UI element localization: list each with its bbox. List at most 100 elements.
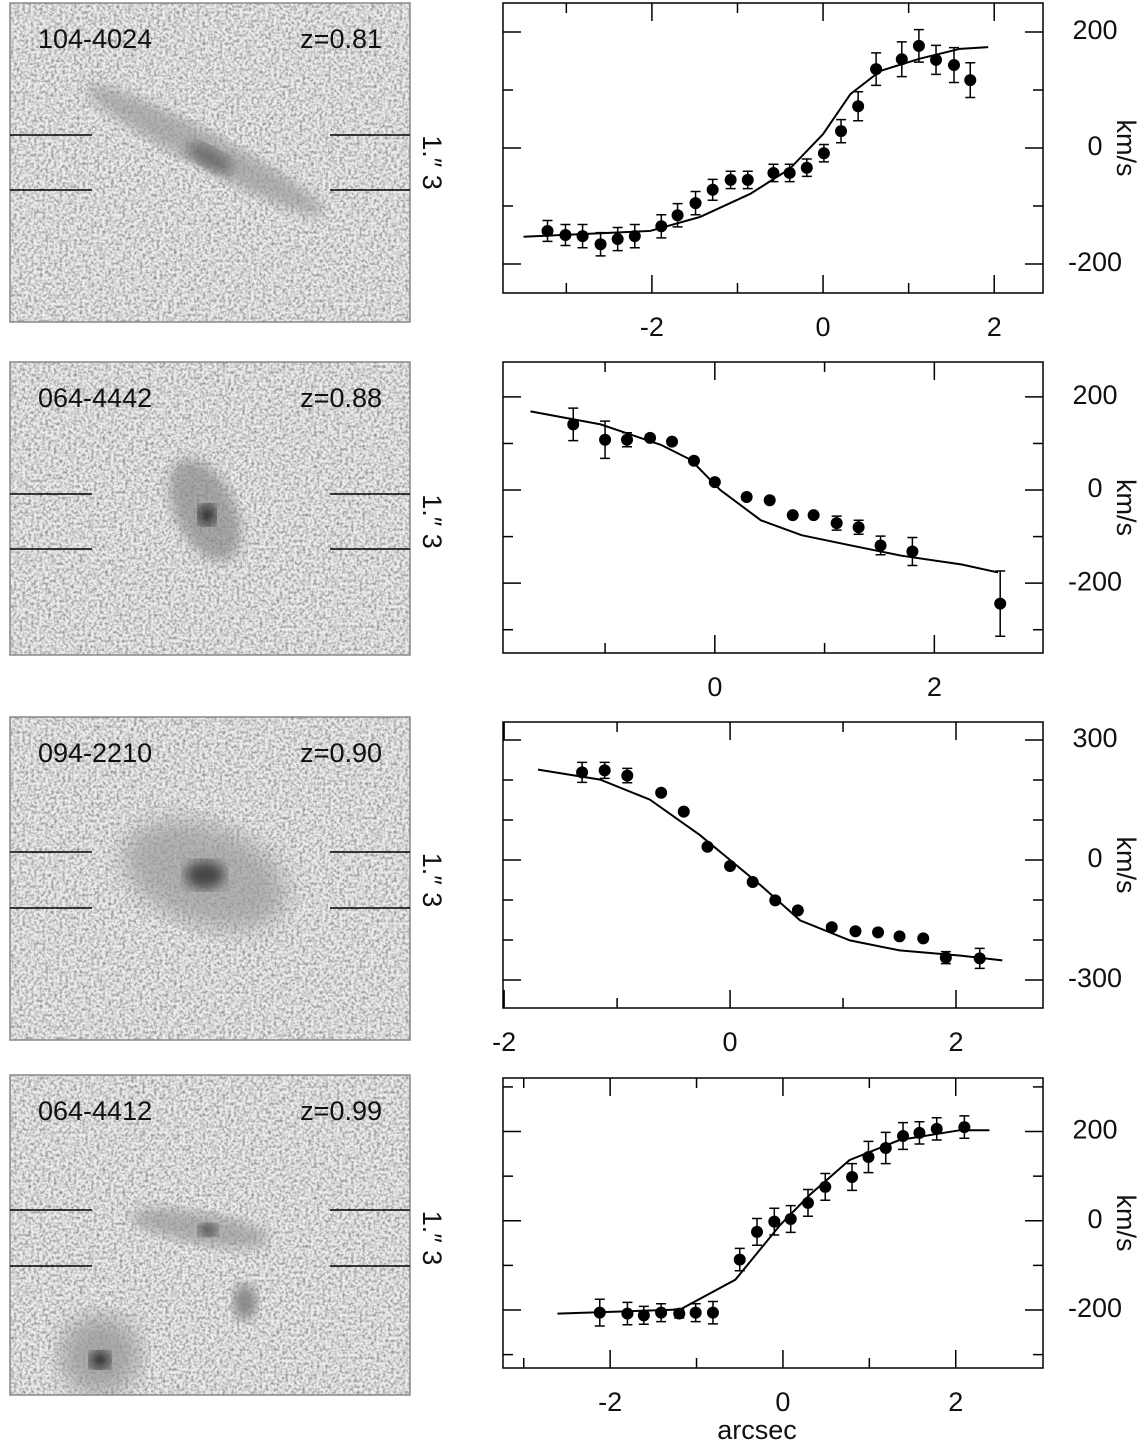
data-point: [593, 1306, 606, 1319]
data-point: [769, 894, 782, 907]
data-point: [768, 1215, 781, 1228]
plot-frame: [502, 2, 1044, 294]
data-point: [689, 197, 702, 210]
data-point: [872, 926, 885, 939]
x-tick-label: 0: [775, 1387, 790, 1417]
data-point: [559, 229, 572, 241]
data-point: [994, 597, 1007, 610]
galaxy-image: [10, 717, 410, 1040]
rotation-curve-plot: -2 0 2 -200 0 200 km/s arcsec: [502, 1077, 1141, 1445]
x-tick-label: 2: [948, 1027, 963, 1057]
data-point: [706, 1306, 719, 1319]
data-point: [825, 921, 838, 934]
data-point: [852, 100, 865, 113]
data-point: [801, 1196, 814, 1209]
galaxy-id: 064-4412: [38, 1096, 152, 1126]
y-tick-label: 0: [1087, 473, 1102, 503]
y-axis-label: km/s: [1111, 1195, 1141, 1252]
data-point: [783, 166, 796, 179]
plot-frame: [502, 1077, 1044, 1369]
y-tick-label: 200: [1072, 15, 1117, 45]
data-point: [576, 766, 589, 779]
redshift: z=0.88: [300, 383, 382, 413]
data-point: [846, 1171, 859, 1184]
image-frame: [9, 1074, 411, 1396]
data-point: [740, 491, 753, 504]
plot-frame: [502, 361, 1044, 654]
galaxy-id: 094-2210: [38, 738, 152, 768]
data-point: [724, 860, 737, 872]
y-axis-label: km/s: [1111, 479, 1141, 536]
data-point: [671, 209, 684, 222]
data-point: [599, 433, 612, 446]
data-point: [939, 951, 952, 964]
data-point: [874, 539, 887, 552]
data-point: [791, 904, 804, 917]
data-point: [930, 53, 943, 66]
galaxy-id: 064-4442: [38, 383, 152, 413]
data-point: [751, 1225, 764, 1238]
data-point: [655, 220, 668, 233]
galaxy-image: [10, 3, 410, 322]
data-point: [611, 233, 624, 246]
y-tick-label: 200: [1072, 380, 1117, 410]
data-point: [852, 521, 865, 534]
data-point: [964, 74, 977, 87]
data-point: [621, 433, 634, 446]
y-axis-label: km/s: [1111, 837, 1141, 894]
data-point: [644, 431, 657, 444]
data-point: [893, 930, 906, 943]
x-tick-label: 2: [948, 1387, 963, 1417]
data-point: [628, 230, 641, 243]
plot-frame: [502, 721, 1044, 1009]
x-tick-label: -2: [640, 312, 664, 342]
data-point: [930, 1122, 943, 1135]
galaxy-image: [10, 362, 410, 655]
data-point: [687, 454, 700, 467]
data-point: [973, 952, 986, 965]
x-tick-label: 2: [927, 672, 942, 702]
data-point: [598, 764, 611, 777]
data-point: [576, 230, 589, 243]
data-point: [724, 173, 737, 186]
image-frame: [9, 716, 411, 1041]
data-point: [621, 769, 634, 782]
data-point: [767, 166, 780, 179]
data-point: [677, 805, 690, 818]
data-point: [701, 840, 714, 853]
galaxy-id: 104-4024: [38, 24, 152, 54]
data-point: [849, 925, 862, 938]
x-tick-label: 2: [987, 312, 1002, 342]
data-point: [784, 1212, 797, 1225]
data-point: [958, 1121, 971, 1134]
angular-scale: 1.″ 3: [417, 1211, 447, 1266]
data-point: [895, 53, 908, 66]
y-tick-label: -200: [1068, 566, 1122, 596]
data-point: [835, 125, 848, 138]
x-tick-label: -2: [492, 1027, 516, 1057]
data-point: [666, 435, 679, 448]
data-point: [763, 494, 776, 507]
data-point: [817, 147, 830, 160]
angular-scale: 1.″ 3: [417, 853, 447, 908]
y-tick-label: 0: [1087, 843, 1102, 873]
data-point: [913, 1126, 926, 1139]
data-point: [917, 932, 930, 945]
data-point: [906, 545, 919, 558]
data-point: [741, 173, 754, 186]
redshift: z=0.81: [300, 24, 382, 54]
rotation-curve-plot: 0 2 -200 0 200 km/s: [502, 361, 1141, 702]
y-tick-label: 300: [1072, 723, 1117, 753]
x-tick-label: 0: [723, 1027, 738, 1057]
y-tick-label: 0: [1087, 1204, 1102, 1234]
data-point: [862, 1150, 875, 1163]
data-point: [689, 1306, 702, 1319]
data-point: [637, 1309, 650, 1322]
y-tick-label: -200: [1068, 1293, 1122, 1323]
x-tick-label: 0: [707, 672, 722, 702]
data-point: [621, 1307, 634, 1320]
rotation-curve-plot: -2 0 2 -200 0 200 km/s: [502, 2, 1141, 342]
galaxy-image: [10, 1075, 410, 1395]
